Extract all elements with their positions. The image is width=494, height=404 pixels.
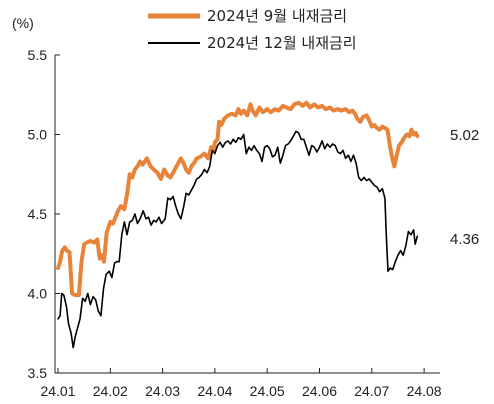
legend-label-series-2: 2024년 12월 내재금리 [207, 34, 357, 52]
x-ticks: 24.01 24.02 24.03 24.04 24.05 24.06 24.07 24.08 [40, 368, 442, 399]
x-tick-label: 24.05 [250, 383, 285, 399]
y-tick-label: 5.5 [28, 47, 48, 63]
x-tick-label: 24.08 [407, 383, 442, 399]
y-axis-unit-label: (%) [12, 15, 34, 31]
y-tick-label: 3.5 [28, 365, 48, 381]
x-tick-label: 24.06 [302, 383, 337, 399]
end-label-series-2: 4.36 [450, 231, 479, 248]
series-line-2 [57, 130, 419, 349]
x-tick-label: 24.02 [93, 383, 128, 399]
x-tick-label: 24.03 [145, 383, 180, 399]
x-tick-label: 24.07 [354, 383, 389, 399]
end-label-series-1: 5.02 [450, 127, 479, 144]
x-tick-label: 24.04 [197, 383, 232, 399]
y-tick-label: 4.0 [28, 286, 48, 302]
y-tick-label: 5.0 [28, 127, 48, 143]
series-lines [56, 100, 420, 349]
x-tick-label: 24.01 [40, 383, 75, 399]
legend-label-series-1: 2024년 9월 내재금리 [207, 7, 347, 25]
series-line-1 [56, 100, 420, 298]
y-ticks: 3.5 4.0 4.5 5.0 5.5 [28, 47, 60, 381]
legend: 2024년 9월 내재금리 2024년 12월 내재금리 [148, 7, 357, 52]
y-tick-label: 4.5 [28, 206, 48, 222]
